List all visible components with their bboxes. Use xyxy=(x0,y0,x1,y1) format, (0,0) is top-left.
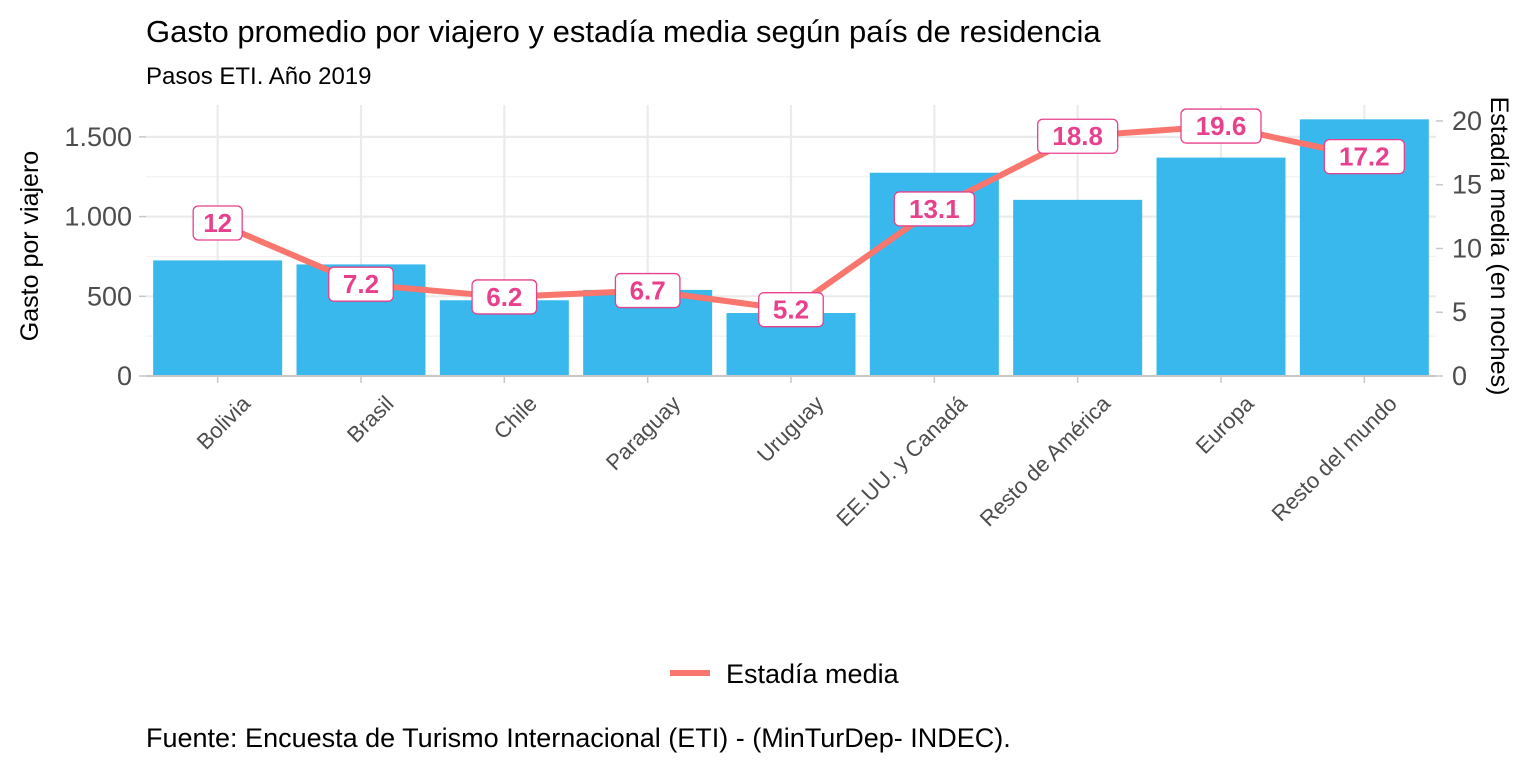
chart-subtitle: Pasos ETI. Año 2019 xyxy=(146,63,371,90)
y-tick-label-right: 20 xyxy=(1452,106,1482,136)
data-label-2: 7.2 xyxy=(328,266,394,302)
data-labels: 12 7.2 6.2 6.7 5.2 13.1 18.8 19.6 17.2 xyxy=(192,108,1405,328)
data-label-text: 17.2 xyxy=(1339,142,1390,172)
data-label-text: 13.1 xyxy=(909,194,960,224)
data-label-7: 18.8 xyxy=(1037,118,1119,154)
data-label-box xyxy=(893,191,975,227)
legend-label: Estadía media xyxy=(726,659,900,689)
data-label-text: 6.7 xyxy=(630,276,666,306)
data-label-8: 19.6 xyxy=(1180,108,1262,144)
data-label-6: 13.1 xyxy=(893,191,975,227)
data-label-9: 17.2 xyxy=(1323,138,1405,175)
data-label-text: 6.2 xyxy=(486,282,522,312)
y-tick-label-right: 15 xyxy=(1452,170,1482,200)
data-label-3: 6.2 xyxy=(471,279,538,315)
data-label-text: 5.2 xyxy=(773,295,809,325)
y-tick-label-left: 1.500 xyxy=(64,122,132,152)
x-tick-label: Resto de América xyxy=(975,390,1116,531)
data-label-box xyxy=(758,292,824,328)
data-label-box xyxy=(192,205,243,241)
y-tick-label-left: 0 xyxy=(117,361,132,391)
data-label-box xyxy=(328,266,394,302)
x-tick-label: Bolivia xyxy=(192,390,256,454)
y-tick-label-left: 1.000 xyxy=(64,202,132,232)
data-label-box xyxy=(1037,118,1119,154)
chart-title: Gasto promedio por viajero y estadía med… xyxy=(146,14,1101,49)
x-tick-label: EE.UU. y Canadá xyxy=(831,390,972,531)
y-axis-title-left: Gasto por viajero xyxy=(16,151,44,341)
y-axis-title-right: Estadía media (en noches) xyxy=(1485,97,1513,396)
x-tick-label: Paraguay xyxy=(601,391,685,475)
data-label-text: 18.8 xyxy=(1052,121,1103,151)
data-label-text: 12 xyxy=(203,208,232,238)
y-tick-label-left: 500 xyxy=(87,281,132,311)
y-tick-label-right: 0 xyxy=(1452,361,1467,391)
x-tick-label: Uruguay xyxy=(752,391,828,467)
data-label-1: 12 xyxy=(192,205,243,241)
y-tick-label-right: 5 xyxy=(1452,297,1467,327)
y-tick-label-right: 10 xyxy=(1452,233,1482,263)
data-label-box xyxy=(1180,108,1262,144)
chart-caption: Fuente: Encuesta de Turismo Internaciona… xyxy=(146,723,1011,753)
bar-europa xyxy=(1156,157,1286,376)
data-label-box xyxy=(471,279,538,315)
data-label-4: 6.7 xyxy=(614,272,681,309)
data-label-box xyxy=(1323,138,1405,175)
legend: Estadía media xyxy=(670,659,900,689)
x-tick-label: Europa xyxy=(1191,390,1259,458)
x-tick-label: Brasil xyxy=(342,391,399,448)
data-label-box xyxy=(614,272,681,309)
data-label-text: 7.2 xyxy=(343,269,379,299)
x-tick-label: Chile xyxy=(489,391,542,444)
data-label-text: 19.6 xyxy=(1196,111,1247,141)
x-tick-label: Resto del mundo xyxy=(1267,391,1402,526)
bar-bolivia xyxy=(153,260,283,376)
bar-resto-de-am-rica xyxy=(1013,199,1143,376)
data-label-5: 5.2 xyxy=(758,292,824,328)
